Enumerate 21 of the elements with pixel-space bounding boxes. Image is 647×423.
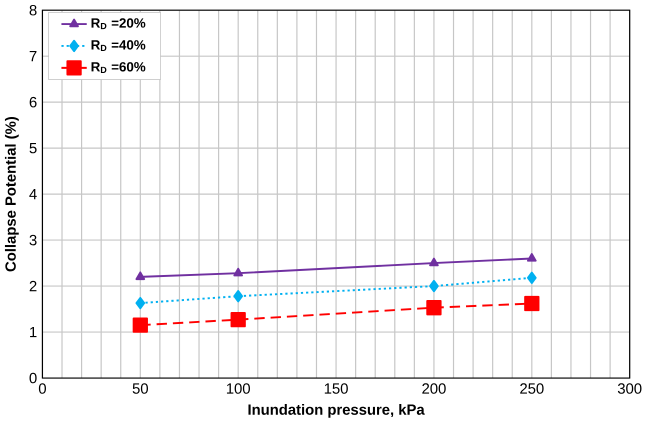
x-tick-label: 50	[132, 383, 148, 394]
y-tick-label: 5	[30, 143, 37, 154]
x-tick-label: 0	[38, 383, 46, 394]
y-tick-label: 7	[30, 51, 36, 62]
y-axis-title: Collapse Potential (%)	[4, 117, 19, 272]
legend-label: R$_{D}$ =60%	[92, 62, 146, 74]
legend-label: R$_{D}$ =40%	[92, 40, 146, 52]
y-tick-label: 4	[29, 189, 37, 200]
x-axis-title: Inundation pressure, kPa	[248, 404, 425, 418]
y-tick-label: 0	[30, 372, 37, 384]
y-tick-label: 2	[30, 281, 36, 292]
x-tick-label: 150	[324, 383, 348, 394]
y-tick-label: 3	[30, 234, 37, 246]
x-tick-label: 200	[422, 383, 446, 394]
y-tick-label: 1	[30, 327, 36, 338]
x-tick-label: 250	[520, 383, 544, 394]
y-tick-label: 6	[30, 97, 37, 108]
legend-label: R$_{D}$ =20%	[92, 18, 146, 30]
x-tick-label: 300	[618, 383, 642, 394]
y-tick-label: 8	[30, 5, 37, 16]
x-tick-label: 100	[226, 383, 250, 394]
